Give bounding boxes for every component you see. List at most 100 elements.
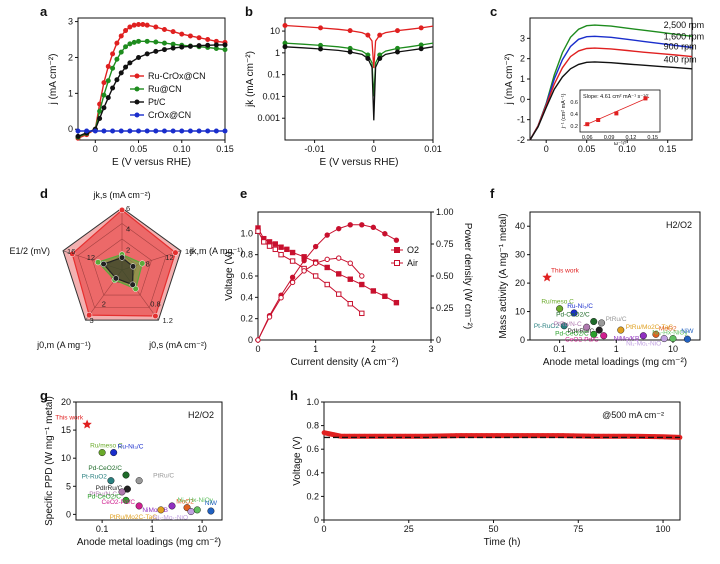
- data-point: [110, 128, 116, 134]
- data-point: [127, 128, 133, 134]
- y-tick-label: 2: [68, 52, 73, 62]
- panel-c: c 0 0.05 0.10 0.15 -2 -1 0 1 2 3 j (mA cm⁻²) 2,500 r…: [490, 4, 704, 154]
- point-label: CeO2-Pd/C: [102, 499, 136, 506]
- inset-data-point: [643, 96, 648, 101]
- data-point: [394, 49, 400, 55]
- series-line-2: [529, 47, 693, 141]
- point-label: Pd-CeO2/C: [555, 330, 589, 337]
- radar-point: [118, 207, 126, 214]
- data-point: [359, 222, 365, 228]
- data-point: [140, 21, 146, 27]
- radar-axis-label: j0,m (A mg⁻¹): [36, 340, 91, 350]
- inset-x-tick-label: 0.12: [626, 135, 637, 141]
- legend-swatch-marker: [134, 112, 140, 118]
- x-axis-label: E (V versus RHE): [320, 157, 399, 168]
- data-point: [289, 249, 296, 256]
- y-tick-label: 20: [515, 278, 525, 288]
- data-point: [324, 281, 330, 288]
- data-point: [222, 128, 228, 134]
- scatter-point: [683, 335, 691, 343]
- point-label: Ni₁-Mo₁-NiO: [626, 341, 661, 348]
- radar-tick-label: 1.2: [162, 316, 172, 325]
- inset-data-point: [585, 122, 590, 127]
- point-label: Pt-RuO2: [534, 323, 560, 330]
- radar-point: [152, 312, 159, 320]
- x-tick-label: 0.1: [553, 344, 566, 354]
- radar-tick-label: 12: [165, 253, 173, 262]
- data-point: [266, 239, 273, 245]
- radar-point: [112, 275, 119, 282]
- x-tick-label: 1: [614, 344, 619, 354]
- series-label: 2,500 rpm: [664, 20, 705, 30]
- x-axis-label: Anode metal loadings (mg cm⁻²): [77, 537, 221, 548]
- data-point: [136, 38, 142, 44]
- y-tick-label: 0: [314, 515, 319, 525]
- data-point: [105, 78, 111, 84]
- point-label: Pd-CeO2/C: [556, 312, 590, 319]
- data-point: [196, 43, 202, 49]
- y-tick-label: 0.2: [306, 491, 319, 501]
- radar-point: [132, 285, 139, 292]
- x-tick-label: 0.1: [96, 524, 109, 534]
- data-point: [394, 28, 400, 34]
- data-point: [114, 77, 120, 83]
- radar-point: [139, 260, 146, 267]
- point-label: Ru-Ni₃/C: [118, 444, 144, 451]
- x-tick-label: 0.05: [130, 144, 148, 154]
- point-label: CeO2-Pd/C: [565, 337, 599, 344]
- scatter-point: [122, 496, 130, 504]
- series-line-2: [284, 46, 434, 121]
- data-point: [289, 279, 296, 286]
- legend: O2 Air: [391, 245, 419, 268]
- data-point: [105, 95, 111, 101]
- data-point: [170, 41, 176, 47]
- point-label: MoO2: [176, 499, 194, 506]
- inset-data-point: [596, 118, 601, 122]
- y-tick-label: 1.0: [240, 228, 253, 238]
- data-point: [255, 337, 261, 343]
- series-line-3: [257, 257, 363, 341]
- data-point: [75, 128, 81, 134]
- data-point: [123, 64, 129, 70]
- data-point: [282, 23, 288, 29]
- panel-g: g 0.1 1 10 0 5 10 15 20 Anode metal loadings (mg …: [40, 388, 223, 548]
- data-point: [382, 293, 388, 299]
- data-point: [382, 231, 388, 237]
- radar-point: [130, 263, 137, 270]
- data-point: [118, 49, 124, 55]
- legend: Ru-CrOx@CN Ru@CN Pt/C CrOx@CN: [130, 71, 206, 120]
- data-point: [170, 128, 176, 134]
- point-label: Pd-CeO2/C: [87, 493, 121, 500]
- y-tick-label: 1: [68, 88, 73, 98]
- x-tick-label: 0.05: [578, 144, 596, 154]
- data-point: [464, 433, 469, 439]
- legend-label: Ru-CrOx@CN: [148, 71, 206, 81]
- data-point: [377, 32, 383, 38]
- data-point: [110, 51, 116, 57]
- data-point: [161, 128, 167, 134]
- data-point: [266, 243, 273, 249]
- data-point: [153, 128, 159, 134]
- data-point: [153, 48, 159, 54]
- data-point: [187, 33, 193, 39]
- data-point: [97, 115, 103, 121]
- inset-y-label: j⁻¹ (cm² mA⁻¹): [561, 93, 567, 129]
- data-point: [222, 42, 228, 48]
- y-axis-label: Specific PPD (W mg⁻¹ metal): [44, 396, 55, 526]
- inset-x-tick-label: 0.06: [582, 135, 593, 141]
- x-tick-label: 1: [150, 524, 155, 534]
- data-point: [324, 264, 330, 271]
- y2-tick-label: 0.75: [436, 239, 454, 249]
- scatter-point: [168, 502, 176, 510]
- data-point: [642, 434, 647, 439]
- data-point: [97, 108, 103, 114]
- inset-y-tick-label: 0.4: [570, 112, 578, 118]
- x-tick-label: 100: [656, 524, 671, 534]
- data-point: [652, 434, 657, 440]
- data-point: [347, 28, 353, 34]
- x-tick-label: 0.10: [173, 144, 191, 154]
- y-tick-label: 0.6: [240, 271, 253, 281]
- data-point: [205, 42, 211, 48]
- panel-letter: e: [240, 186, 247, 201]
